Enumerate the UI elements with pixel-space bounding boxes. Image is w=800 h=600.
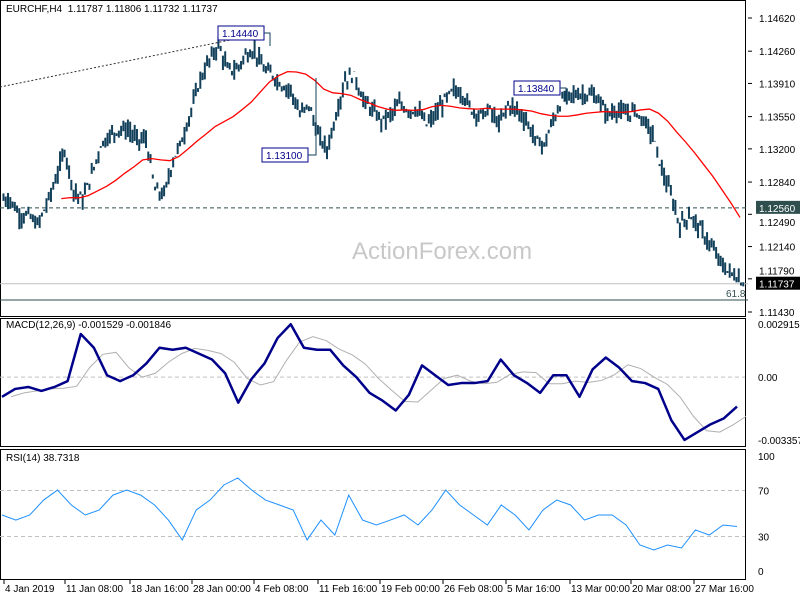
x-tick-label: 18 Jan 16:00 (131, 584, 189, 595)
price-tag-bg (756, 200, 800, 214)
y-tick-label: 1.11790 (759, 267, 795, 278)
watermark: ActionForex.com (352, 238, 533, 265)
rsi-line (1, 477, 738, 551)
y-tick-label: 1.14260 (759, 47, 796, 58)
x-tick-label: 26 Feb 08:00 (444, 584, 503, 595)
macd-title: MACD(12,26,9) -0.001529 -0.001846 (6, 320, 172, 331)
rsi-y-label: 0 (758, 567, 764, 578)
rsi-y-label: 30 (758, 533, 770, 544)
chart-title: EURCHF,H4 1.11787 1.11806 1.11732 1.1173… (6, 4, 218, 15)
price-tag-bg (756, 276, 800, 290)
rsi-y-label: 100 (758, 452, 775, 463)
y-tick-label: 1.12840 (759, 178, 796, 189)
annotation-connector (560, 87, 567, 101)
annotation-connector (264, 32, 271, 46)
macd-y-label: -0.003357 (758, 436, 800, 447)
panel-frame-2 (0, 449, 746, 580)
panel-frame-0 (0, 0, 746, 317)
x-tick-label: 11 Jan 08:00 (66, 584, 124, 595)
x-tick-label: 5 Mar 16:00 (507, 584, 561, 595)
x-tick-label: 4 Jan 2019 (5, 584, 55, 595)
y-tick-label: 1.13910 (759, 79, 796, 90)
resistance-price-tag: 1.12560 (759, 204, 796, 215)
y-tick-label: 1.12140 (759, 243, 796, 254)
x-tick-label: 13 Mar 00:00 (571, 584, 630, 595)
x-tick-label: 19 Feb 00:00 (381, 584, 440, 595)
y-tick-label: 1.13550 (759, 113, 796, 124)
symbol-label: EURCHF,H4 (6, 4, 63, 15)
x-tick-label: 20 Mar 08:00 (632, 584, 691, 595)
y-tick-label: 1.14620 (759, 14, 796, 25)
fib-label: 61.8 (726, 289, 746, 300)
y-tick-label: 1.13200 (759, 145, 796, 156)
macd-line (1, 322, 738, 442)
macd-y-label: 0.00 (758, 373, 778, 384)
x-tick-label: 4 Feb 08:00 (255, 584, 309, 595)
panel-frame-1 (0, 318, 746, 447)
moving-average-line (61, 70, 741, 218)
rsi-y-label: 70 (758, 487, 770, 498)
x-tick-label: 28 Jan 00:00 (193, 584, 251, 595)
current-price-tag: 1.11737 (759, 280, 795, 291)
annotation-label: 1.13100 (266, 151, 303, 162)
annotation-label: 1.14440 (222, 29, 259, 40)
annotation-label: 1.13840 (518, 84, 555, 95)
macd-signal-line (10, 336, 747, 433)
y-tick-label: 1.11430 (759, 308, 795, 319)
macd-y-label: 0.002915 (758, 320, 800, 331)
ohlc-label: 1.11787 1.11806 1.11732 1.11737 (67, 4, 218, 15)
rsi-title: RSI(14) 38.7318 (6, 453, 80, 464)
x-tick-label: 27 Mar 16:00 (695, 584, 754, 595)
annotation-connector (308, 78, 317, 156)
trendline (0, 37, 241, 88)
x-tick-label: 11 Feb 16:00 (319, 584, 378, 595)
y-tick-label: 1.12490 (759, 218, 796, 229)
